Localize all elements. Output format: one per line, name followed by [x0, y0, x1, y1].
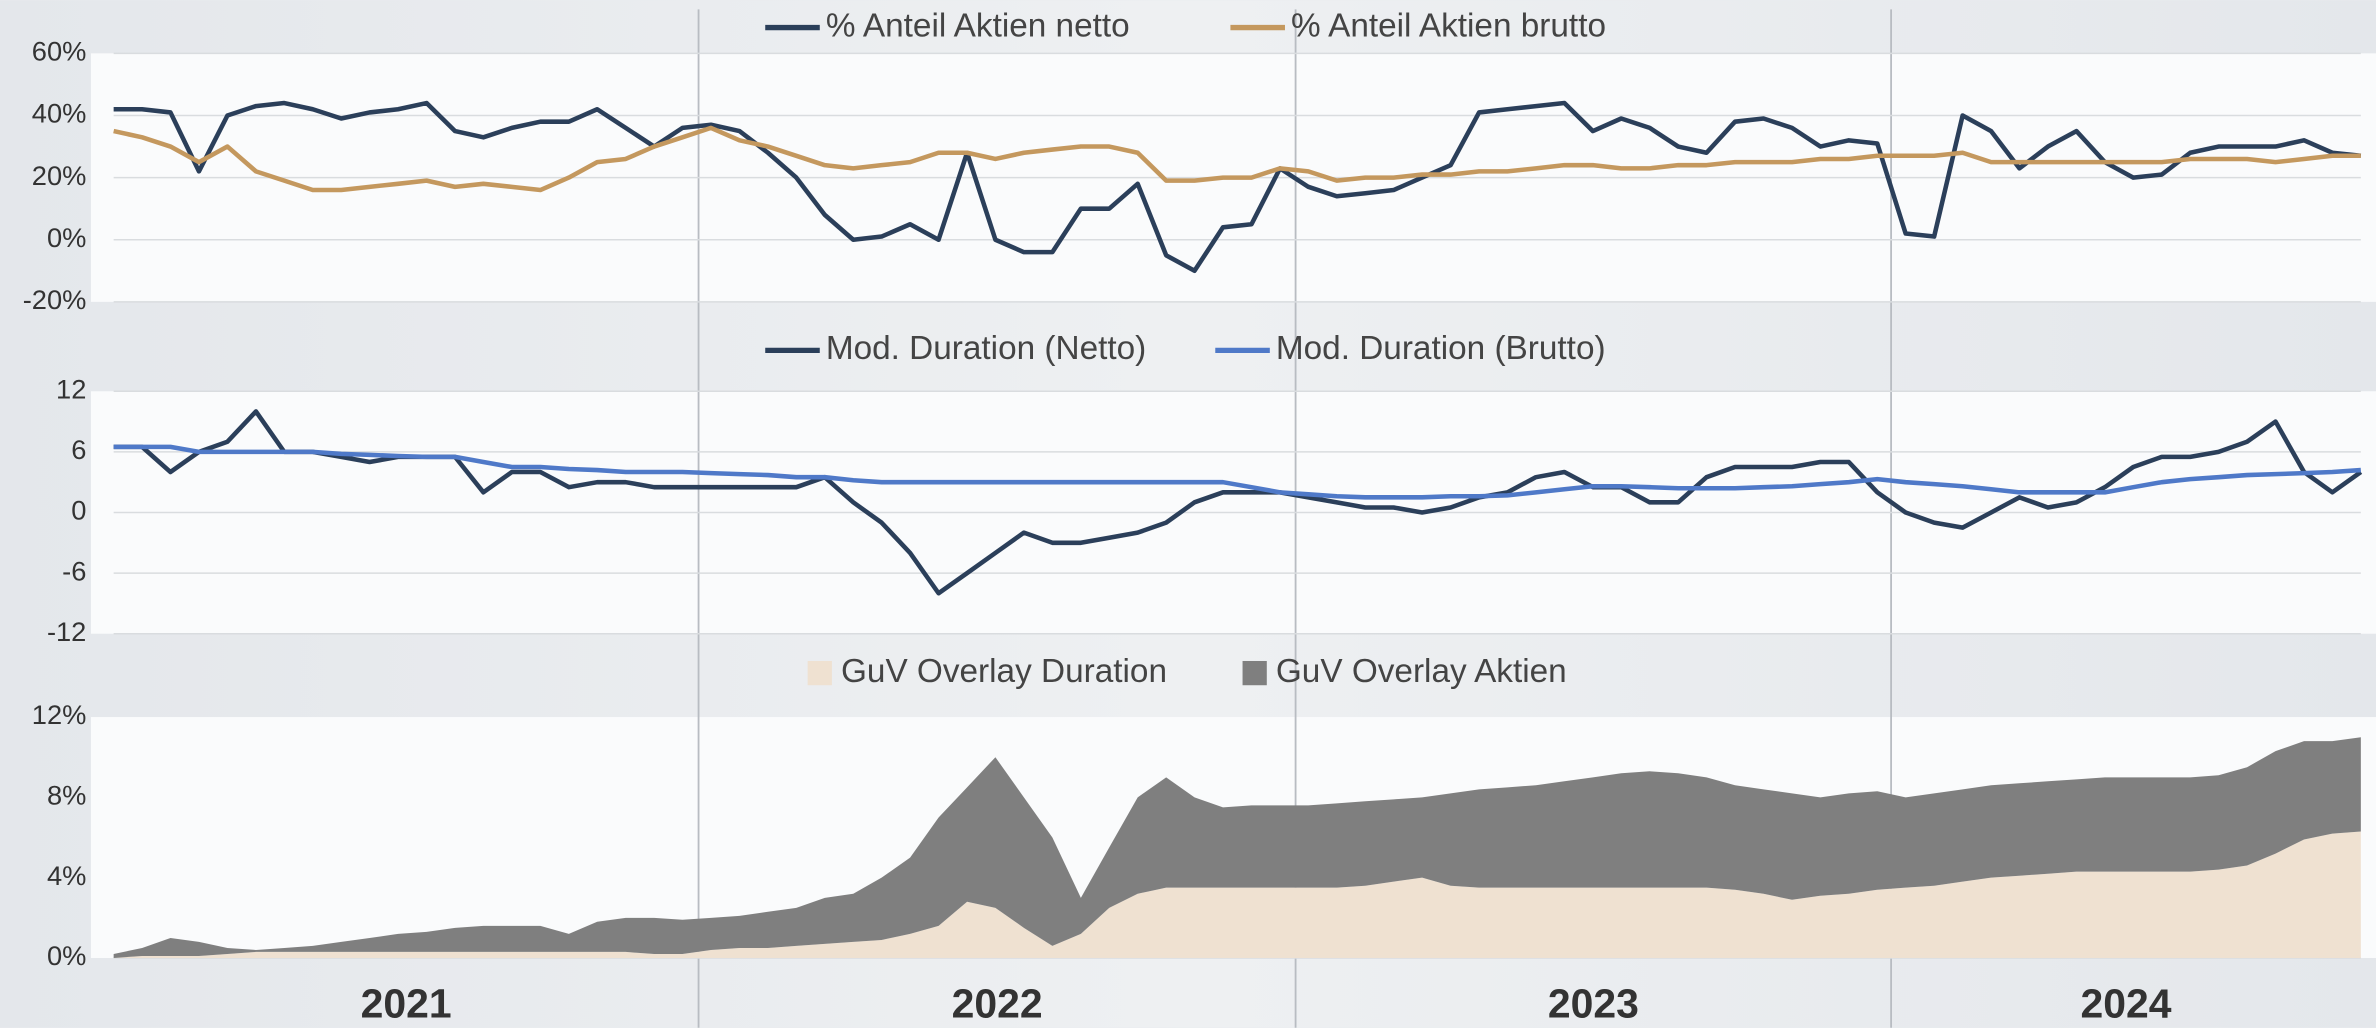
- y-tick-label: 0%: [47, 940, 86, 971]
- y-tick-label: -20%: [23, 284, 87, 315]
- area-series: [113, 831, 2361, 958]
- legend-label: GuV Overlay Aktien: [1276, 653, 1567, 690]
- y-tick-label: 20%: [32, 160, 87, 191]
- year-label: 2022: [952, 980, 1043, 1026]
- y-tick-label: 60%: [32, 36, 87, 67]
- y-tick-label: 8%: [47, 780, 86, 811]
- year-label: 2021: [361, 980, 452, 1026]
- year-label: 2023: [1548, 980, 1639, 1026]
- legend-label: GuV Overlay Duration: [841, 653, 1167, 690]
- line-series: [113, 409, 2363, 596]
- legend-label: % Anteil Aktien netto: [826, 7, 1130, 44]
- legend-swatch: [807, 660, 832, 686]
- line-series: [113, 100, 2362, 274]
- y-tick-label: 6: [71, 434, 86, 465]
- year-label: 2024: [2080, 980, 2171, 1026]
- y-tick-label: 0%: [47, 222, 86, 253]
- y-tick-label: -6: [62, 555, 86, 586]
- y-tick-label: 4%: [47, 860, 86, 891]
- y-tick-label: -12: [47, 616, 86, 647]
- y-tick-label: 40%: [32, 98, 87, 129]
- y-tick-label: 0: [71, 495, 86, 526]
- legend-label: % Anteil Aktien brutto: [1291, 7, 1606, 44]
- legend-label: Mod. Duration (Brutto): [1276, 330, 1606, 367]
- area-series: [113, 737, 2361, 958]
- y-tick-label: 12: [56, 373, 86, 404]
- line-series: [113, 444, 2362, 500]
- y-tick-label: 12%: [32, 699, 87, 730]
- legend-swatch: [1242, 660, 1267, 686]
- legend-label: Mod. Duration (Netto): [826, 330, 1146, 367]
- line-series: [113, 125, 2361, 193]
